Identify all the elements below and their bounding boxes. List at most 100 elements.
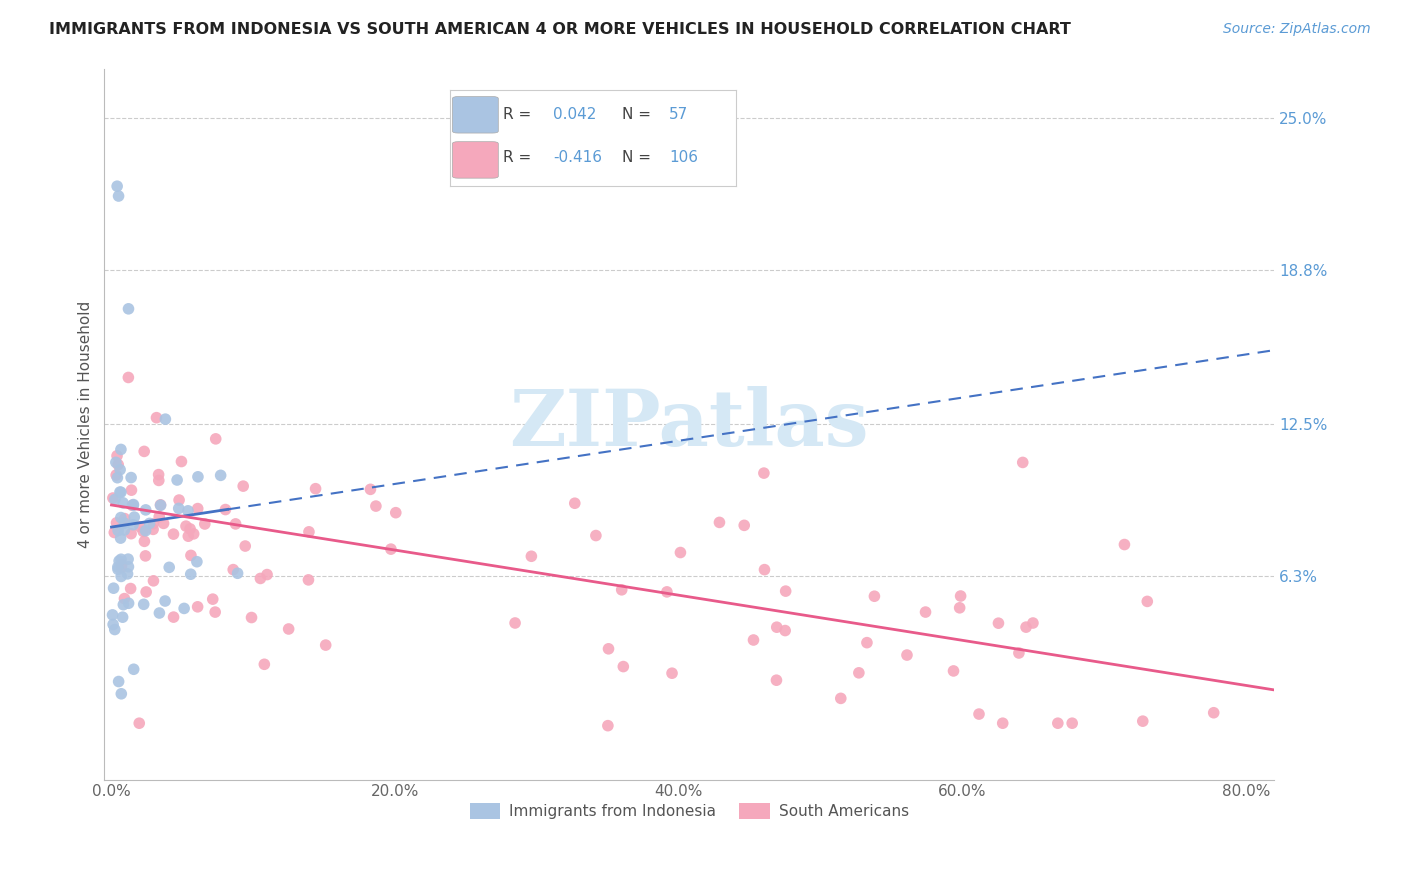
- Point: [135, 503, 157, 517]
- Point: [117, 552, 139, 566]
- Point: [157, 560, 180, 574]
- Point: [134, 549, 156, 563]
- Point: [112, 598, 135, 612]
- Point: [949, 600, 972, 615]
- Point: [110, 510, 132, 524]
- Point: [1011, 455, 1033, 469]
- Point: [132, 524, 155, 539]
- Point: [914, 605, 936, 619]
- Point: [110, 442, 132, 457]
- Point: [120, 470, 142, 484]
- Point: [110, 560, 132, 574]
- Point: [162, 610, 184, 624]
- Point: [612, 659, 634, 673]
- Point: [240, 610, 263, 624]
- Point: [987, 616, 1010, 631]
- Point: [173, 601, 195, 615]
- Point: [122, 498, 145, 512]
- Point: [134, 444, 156, 458]
- Point: [167, 493, 190, 508]
- Point: [564, 496, 586, 510]
- Point: [1046, 716, 1069, 731]
- Point: [120, 526, 142, 541]
- Point: [225, 516, 247, 531]
- Point: [585, 528, 607, 542]
- Point: [142, 574, 165, 588]
- Point: [149, 498, 172, 512]
- Point: [112, 496, 135, 510]
- Point: [222, 563, 245, 577]
- Point: [117, 596, 139, 610]
- Point: [110, 687, 132, 701]
- Point: [166, 473, 188, 487]
- Point: [380, 542, 402, 557]
- Point: [709, 516, 731, 530]
- Point: [111, 558, 134, 572]
- Point: [132, 598, 155, 612]
- Text: IMMIGRANTS FROM INDONESIA VS SOUTH AMERICAN 4 OR MORE VEHICLES IN HOUSEHOLD CORR: IMMIGRANTS FROM INDONESIA VS SOUTH AMERI…: [49, 22, 1071, 37]
- Point: [187, 470, 209, 484]
- Point: [304, 482, 326, 496]
- Point: [177, 529, 200, 543]
- Point: [117, 559, 139, 574]
- Point: [503, 615, 526, 630]
- Point: [1008, 646, 1031, 660]
- Point: [114, 591, 136, 606]
- Point: [149, 498, 172, 512]
- Point: [1202, 706, 1225, 720]
- Point: [117, 370, 139, 384]
- Point: [101, 491, 124, 505]
- Point: [134, 534, 156, 549]
- Point: [148, 474, 170, 488]
- Point: [177, 504, 200, 518]
- Point: [111, 610, 134, 624]
- Point: [142, 522, 165, 536]
- Point: [155, 412, 177, 426]
- Point: [107, 560, 129, 574]
- Point: [187, 599, 209, 614]
- Point: [105, 179, 128, 194]
- Point: [187, 501, 209, 516]
- Point: [298, 524, 321, 539]
- Point: [112, 516, 135, 531]
- Point: [135, 524, 157, 538]
- Point: [122, 517, 145, 532]
- Point: [129, 520, 152, 534]
- Point: [148, 606, 170, 620]
- Point: [830, 691, 852, 706]
- Point: [107, 189, 129, 203]
- Point: [277, 622, 299, 636]
- Point: [122, 510, 145, 524]
- Point: [114, 511, 136, 525]
- Point: [214, 502, 236, 516]
- Point: [110, 531, 132, 545]
- Point: [103, 525, 125, 540]
- Point: [942, 664, 965, 678]
- Point: [110, 485, 132, 500]
- Point: [174, 519, 197, 533]
- Point: [180, 549, 202, 563]
- Point: [117, 566, 139, 581]
- Point: [108, 485, 131, 500]
- Point: [1015, 620, 1038, 634]
- Point: [773, 624, 796, 638]
- Text: ZIPatlas: ZIPatlas: [509, 386, 869, 462]
- Point: [733, 518, 755, 533]
- Point: [153, 594, 176, 608]
- Point: [204, 605, 226, 619]
- Point: [107, 458, 129, 472]
- Point: [610, 582, 633, 597]
- Point: [162, 527, 184, 541]
- Point: [359, 483, 381, 497]
- Point: [856, 635, 879, 649]
- Point: [1132, 714, 1154, 728]
- Text: Source: ZipAtlas.com: Source: ZipAtlas.com: [1223, 22, 1371, 37]
- Point: [209, 468, 232, 483]
- Point: [117, 301, 139, 316]
- Point: [249, 571, 271, 585]
- Point: [122, 662, 145, 676]
- Point: [201, 592, 224, 607]
- Point: [754, 563, 776, 577]
- Point: [120, 582, 142, 596]
- Point: [105, 449, 128, 463]
